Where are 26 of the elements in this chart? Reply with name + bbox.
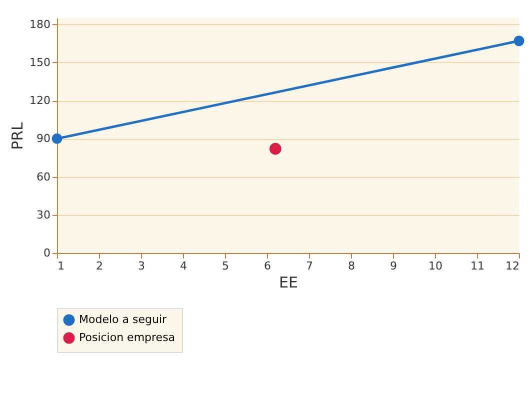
x-tick-label: 6 — [264, 260, 271, 272]
point — [52, 133, 62, 144]
x-tick-label: 5 — [222, 260, 229, 272]
x-tick-label: 12 — [506, 260, 520, 272]
y-tick-label: 30 — [36, 208, 50, 222]
x-tick-label: 7 — [306, 260, 313, 272]
y-axis-title: PRL — [8, 121, 27, 150]
y-tick-label: 120 — [30, 94, 50, 108]
point — [269, 142, 282, 155]
x-tick-label: 3 — [138, 260, 145, 272]
x-tick-label: 8 — [348, 260, 355, 272]
y-tick-label: 90 — [36, 132, 50, 146]
x-tick-label: 2 — [96, 260, 103, 272]
legend-label: Posicion empresa — [79, 331, 176, 344]
y-tick-label: 180 — [30, 18, 50, 31]
x-axis-title: EE — [279, 274, 298, 292]
x-tick-label: 1 — [58, 260, 64, 272]
y-tick-label: 150 — [30, 56, 50, 69]
point — [514, 36, 524, 46]
x-tick-label: 11 — [470, 260, 484, 272]
x-tick-label: 10 — [428, 260, 442, 272]
x-tick-label: 9 — [390, 260, 397, 272]
legend-label: Modelo a seguir — [79, 313, 167, 326]
x-tick-label: 4 — [180, 260, 187, 272]
y-tick-label: 0 — [44, 246, 50, 260]
y-tick-label: 60 — [36, 170, 50, 184]
